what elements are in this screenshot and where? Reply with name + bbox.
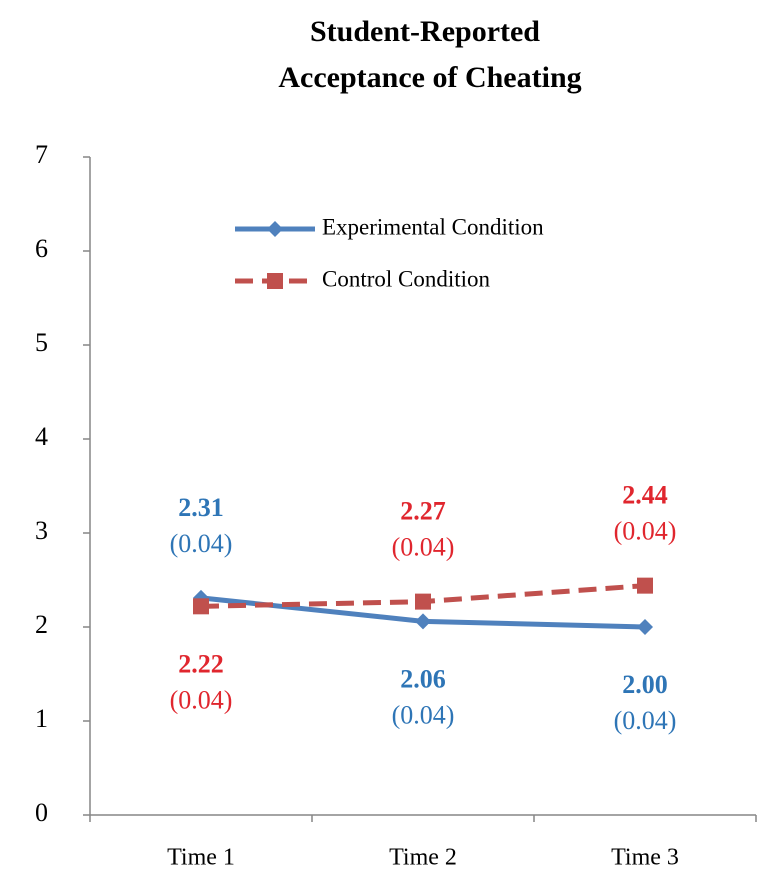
value-label: 2.27 bbox=[400, 497, 446, 526]
legend-marker bbox=[267, 273, 283, 289]
error-label: (0.04) bbox=[614, 517, 677, 546]
point bbox=[637, 577, 653, 594]
error-label: (0.04) bbox=[392, 533, 455, 562]
y-tick-label: 3 bbox=[35, 516, 48, 545]
y-tick-label: 2 bbox=[35, 610, 48, 639]
point bbox=[415, 593, 431, 610]
error-label: (0.04) bbox=[614, 706, 677, 735]
value-label: 2.31 bbox=[178, 493, 224, 522]
chart-title: Student-Reported bbox=[310, 15, 540, 48]
y-tick-label: 5 bbox=[35, 328, 48, 357]
y-tick-label: 6 bbox=[35, 234, 48, 263]
value-label: 2.22 bbox=[178, 649, 224, 678]
x-tick-label: Time 2 bbox=[389, 845, 457, 871]
legend-marker bbox=[267, 221, 283, 237]
y-tick-label: 1 bbox=[35, 704, 48, 733]
point bbox=[415, 613, 431, 630]
error-label: (0.04) bbox=[170, 529, 233, 558]
value-label: 2.00 bbox=[622, 670, 668, 699]
value-label: 2.06 bbox=[400, 664, 446, 693]
x-tick-label: Time 1 bbox=[167, 845, 235, 871]
value-label: 2.44 bbox=[622, 481, 668, 510]
point bbox=[637, 619, 653, 635]
point bbox=[193, 598, 209, 615]
legend-label: Control Condition bbox=[322, 266, 491, 291]
error-label: (0.04) bbox=[392, 700, 455, 729]
y-tick-label: 0 bbox=[35, 798, 48, 827]
chart-title: Acceptance of Cheating bbox=[278, 61, 581, 94]
y-tick-label: 4 bbox=[35, 422, 48, 451]
x-tick-label: Time 3 bbox=[611, 845, 679, 871]
error-label: (0.04) bbox=[170, 685, 233, 714]
legend-label: Experimental Condition bbox=[322, 214, 544, 239]
y-tick-label: 7 bbox=[35, 140, 48, 169]
